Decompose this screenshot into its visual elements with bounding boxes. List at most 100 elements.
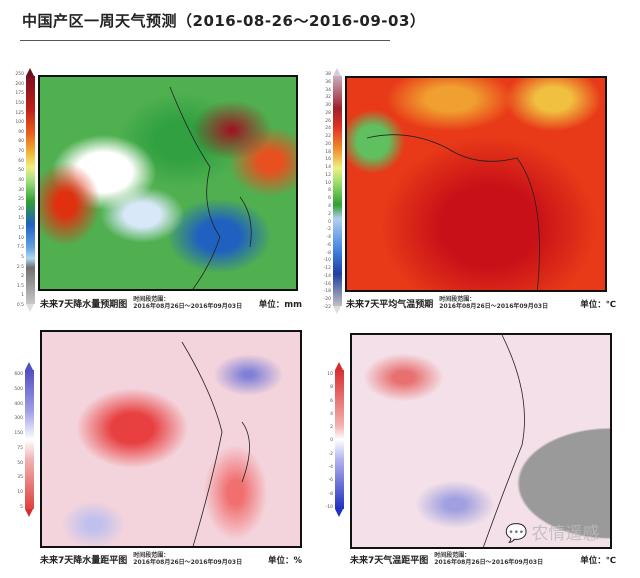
legend-tick-label: -4 [328,465,334,471]
legend-tick-label: 1 [21,293,24,299]
legend-tick-label: 20 [325,141,331,147]
legend-tick-label: 36 [325,79,331,85]
legend-tick-label: -8 [326,250,332,256]
legend-tick-label: 0 [330,438,333,444]
legend-tick-label: 60 [18,158,24,164]
legend-tick-label: 0.5 [16,303,24,308]
legend-tick-label: 32 [325,95,331,101]
legend-tick-label: 10 [17,490,23,496]
page-title: 中国产区一周天气预测（2016-08-26～2016-09-03） [22,12,426,30]
legend-tick-label: 30 [325,103,331,109]
legend-tick-label: 500 [14,386,23,392]
precip-legend-labels: 250 200 175 150 125 100 90 80 70 60 50 40 30 25 20 15 13… [12,72,24,308]
unit-label: 单位：% [267,556,302,566]
time-range: 时间段范围： 2016年08月26日～2016年09月03日 [434,552,543,566]
legend-tick-label: 50 [17,460,23,466]
panel-title: 未来7天降水量距平图 [40,556,128,566]
legend-tick-label: 250 [15,72,24,77]
legend-tick-label: 50 [18,168,24,174]
title-divider [20,40,390,41]
panel-title: 未来7天气温距平图 [350,556,429,566]
legend-tick-label: 70 [18,149,24,154]
legend-tick-label: 90 [18,129,24,135]
unit-label: 单位：mm [258,300,302,310]
legend-tick-label: -6 [326,242,332,248]
precip-anomaly-legend-labels: 600 500 400 300 150 75 50 35 10 5 [11,372,23,510]
legend-tick-label: 100 [15,120,24,126]
temperature-anomaly-caption: 未来7天气温距平图 时间段范围： 2016年08月26日～2016年09月03日 … [350,552,616,566]
legend-tick-label: 75 [17,445,23,451]
legend-tick-label: 200 [15,81,24,87]
precip-anomaly-map[interactable] [40,330,302,548]
legend-tick-label: 38 [325,72,331,77]
precip-legend [26,68,35,312]
legend-tick-label: -8 [328,491,334,497]
unit-label: 单位：℃ [580,556,616,566]
temperature-forecast-map[interactable] [345,76,607,292]
legend-tick-label: 15 [18,216,24,222]
legend-tick-label: 5 [20,504,23,510]
precip-anomaly-caption: 未来7天降水量距平图 时间段范围： 2016年08月26日～2016年09月03日… [40,552,302,566]
legend-tick-label: 34 [325,87,331,93]
legend-tick-label: -20 [323,297,331,303]
legend-tick-label: -10 [323,258,331,264]
legend-tick-label: 4 [330,411,333,417]
time-range-value: 2016年08月26日～2016年09月03日 [133,303,243,310]
time-range: 时间段范围： 2016年08月26日～2016年09月03日 [133,552,242,566]
watermark-text: 农情遥感 [531,524,600,544]
legend-tick-label: 1.5 [16,283,24,289]
time-range-label: 时间段范围： [439,296,476,303]
legend-tick-label: 28 [325,110,331,116]
legend-tick-label: -12 [323,266,331,272]
time-range: 时间段范围： 2016年08月26日～2016年09月03日 [439,296,548,310]
legend-tick-label: 22 [325,134,331,140]
legend-tick-label: 10 [325,180,331,186]
legend-tick-label: -6 [328,478,334,484]
legend-tick-label: 2 [330,425,333,431]
legend-tick-label: 8 [330,385,333,391]
watermark: 💬 农情遥感 [505,523,600,545]
legend-tick-label: -14 [323,273,331,279]
legend-tick-label: 20 [18,206,24,212]
legend-tick-label: 30 [18,187,24,193]
time-range-value: 2016年08月26日～2016年09月03日 [439,303,549,310]
temperature-anomaly-legend-labels: 10 8 6 4 2 0 -2 -4 -6 -8 -10 [321,372,333,510]
legend-tick-label: 40 [18,177,24,183]
legend-tick-label: 175 [15,91,24,97]
legend-tick-label: 10 [327,372,333,377]
legend-tick-label: -4 [326,235,332,241]
legend-tick-label: -22 [323,304,331,310]
legend-tick-label: 5 [21,254,24,260]
panel-title: 未来7天降水量预期图 [40,300,128,310]
legend-tick-label: 2 [328,211,331,217]
legend-tick-label: 26 [325,118,331,124]
legend-tick-label: 150 [14,431,23,437]
legend-tick-label: 14 [325,165,331,171]
unit-label: 单位：℃ [580,300,616,310]
legend-tick-label: 80 [18,139,24,145]
legend-tick-label: 12 [325,172,331,178]
precip-anomaly-legend [25,362,34,517]
legend-tick-label: 600 [14,372,23,377]
legend-tick-label: 25 [18,197,24,203]
legend-tick-label: 35 [17,475,23,481]
legend-tick-label: 8 [328,188,331,194]
temperature-legend-labels: 38 36 34 32 30 28 26 24 22 20 18 16 14 12 10 8 6 4 2 0 -2 -4-… [319,72,331,310]
legend-tick-label: -16 [323,281,331,287]
temperature-anomaly-legend [335,362,344,517]
time-range-value: 2016年08月26日～2016年09月03日 [434,559,544,566]
legend-tick-label: 4 [328,204,331,210]
legend-tick-label: -2 [328,451,334,457]
time-range-label: 时间段范围： [133,296,170,303]
legend-tick-label: 0 [328,219,331,225]
precip-forecast-map[interactable] [38,75,298,291]
legend-tick-label: 150 [15,100,24,106]
legend-tick-label: 400 [14,401,23,407]
precip-forecast-caption: 未来7天降水量预期图 时间段范围： 2016年08月26日～2016年09月03日… [40,296,302,310]
wechat-icon: 💬 [505,523,528,544]
time-range-value: 2016年08月26日～2016年09月03日 [133,559,243,566]
legend-tick-label: 6 [330,398,333,404]
temperature-anomaly-map[interactable] [350,333,612,549]
legend-tick-label: 24 [325,126,331,132]
panel-title: 未来7天平均气温预期 [346,300,434,310]
